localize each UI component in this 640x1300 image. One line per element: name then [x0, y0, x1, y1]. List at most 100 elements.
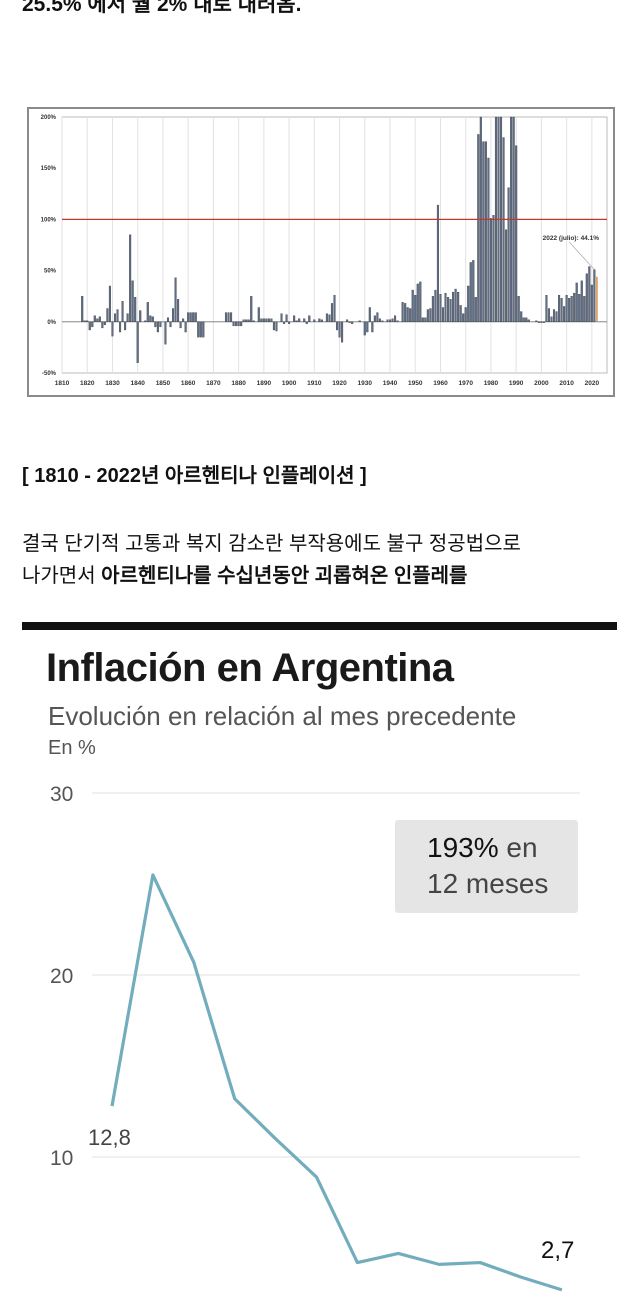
bar: [172, 308, 174, 321]
bar: [435, 290, 437, 322]
x-tick-label: 1890: [257, 380, 272, 387]
callout-suffix: en: [499, 832, 538, 863]
bar: [144, 321, 146, 322]
bar: [450, 299, 452, 322]
bar: [445, 293, 447, 322]
bar: [447, 297, 449, 322]
chart-caption: [ 1810 - 2022년 아르헨티나 인플레이션 ]: [22, 459, 367, 488]
y-tick-label: 20: [50, 965, 73, 988]
x-tick-label: 2010: [559, 380, 574, 387]
x-tick-label: 1870: [206, 380, 221, 387]
bar: [571, 296, 573, 322]
bar: [556, 312, 558, 322]
annual-callout: 193% en 12 meses: [395, 820, 578, 913]
bar: [525, 318, 527, 322]
monthly-chart-title: Inflación en Argentina: [46, 646, 454, 691]
bar: [119, 322, 121, 332]
x-tick-label: 1850: [156, 380, 171, 387]
bar: [505, 230, 507, 322]
bar: [293, 316, 295, 322]
x-tick-label: 1980: [484, 380, 499, 387]
bar: [167, 318, 169, 322]
bar: [374, 316, 376, 322]
bar: [240, 322, 242, 326]
bar: [503, 137, 505, 321]
paragraph-bold: 아르헨티나를 수십년동안 괴롭혀온 인플레를: [101, 565, 467, 587]
x-tick-label: 1880: [231, 380, 246, 387]
bar: [134, 297, 136, 322]
bar: [326, 314, 328, 322]
bar: [422, 318, 424, 322]
bar: [535, 321, 537, 322]
bar: [417, 284, 419, 322]
bar: [139, 311, 141, 322]
bar: [273, 322, 275, 330]
x-tick-label: 1840: [130, 380, 145, 387]
y-tick-label: 200%: [41, 115, 57, 121]
bar: [477, 134, 479, 321]
bar: [84, 321, 86, 322]
paragraph-line-2: 나가면서 아르헨티나를 수십년동안 괴롭혀온 인플레를: [22, 559, 467, 588]
bar: [407, 307, 409, 321]
y-tick-label: 50%: [44, 269, 57, 275]
monthly-chart-subtitle: Evolución en relación al mes precedente: [48, 701, 516, 732]
bar: [331, 303, 333, 321]
bar: [235, 322, 237, 326]
y-tick-label: 30: [50, 783, 73, 806]
bar: [546, 295, 548, 322]
bar: [583, 296, 585, 322]
inflation-line: [112, 875, 562, 1290]
bar: [573, 293, 575, 322]
x-tick-label: 1900: [282, 380, 297, 387]
bar: [243, 320, 245, 322]
bar: [437, 205, 439, 322]
bar: [346, 320, 348, 322]
bar: [122, 301, 124, 321]
bar: [86, 321, 88, 322]
x-tick-label: 2020: [585, 380, 600, 387]
bar: [520, 312, 522, 322]
bar: [238, 322, 240, 326]
bar: [339, 322, 341, 337]
bar: [455, 289, 457, 322]
bar: [336, 322, 338, 330]
bar: [394, 316, 396, 322]
bar: [94, 316, 96, 322]
bar: [147, 302, 149, 321]
bar: [341, 322, 343, 342]
bar: [553, 310, 555, 322]
bar: [303, 319, 305, 322]
x-tick-label: 1990: [509, 380, 524, 387]
y-tick-label: 0%: [47, 320, 56, 326]
bar: [576, 283, 578, 322]
bar: [296, 321, 298, 322]
bar: [107, 308, 109, 321]
bar: [392, 319, 394, 322]
bar: [528, 320, 530, 322]
bar: [104, 322, 106, 325]
bar: [387, 320, 389, 322]
bar: [457, 292, 459, 322]
bar: [329, 315, 331, 322]
bar: [91, 322, 93, 327]
bar: [89, 322, 91, 330]
bar: [265, 319, 267, 322]
bar: [109, 286, 111, 322]
bar: [114, 314, 116, 322]
bar: [96, 319, 98, 322]
bar: [568, 298, 570, 322]
bar: [276, 322, 278, 331]
y-tick-label: 150%: [41, 166, 57, 172]
bar: [195, 313, 197, 322]
bar: [268, 319, 270, 322]
bar: [170, 322, 172, 327]
bar: [152, 317, 154, 322]
paragraph-plain: 나가면서: [22, 565, 101, 587]
bar: [288, 322, 290, 324]
bar: [180, 322, 182, 328]
y-tick-label: 10: [50, 1147, 73, 1170]
bar: [543, 322, 545, 323]
bar: [253, 321, 255, 322]
bar: [397, 321, 399, 322]
